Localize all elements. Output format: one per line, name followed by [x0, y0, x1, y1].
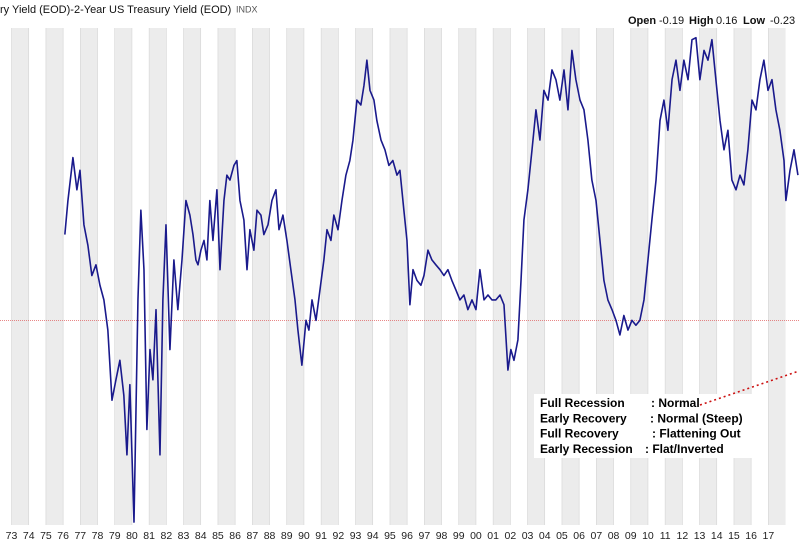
- year-band: [286, 28, 304, 525]
- year-band: [149, 28, 167, 525]
- x-tick-label: 75: [40, 530, 52, 542]
- annotation-phase: Early Recession: [540, 442, 633, 456]
- x-tick-label: 79: [109, 530, 121, 542]
- exchange: INDX: [236, 4, 258, 14]
- header-bar: [0, 0, 800, 22]
- year-band: [11, 28, 29, 525]
- x-tick-label: 94: [367, 530, 379, 542]
- x-tick-label: 87: [246, 530, 258, 542]
- year-band: [183, 28, 201, 525]
- x-tick-label: 01: [487, 530, 499, 542]
- x-tick-label: 98: [436, 530, 448, 542]
- x-tick-label: 14: [711, 530, 723, 542]
- x-tick-label: 15: [728, 530, 740, 542]
- x-tick-label: 05: [556, 530, 568, 542]
- x-tick-label: 81: [143, 530, 155, 542]
- x-tick-label: 83: [178, 530, 190, 542]
- x-tick-label: 00: [470, 530, 482, 542]
- year-band: [114, 28, 132, 525]
- x-tick-label: 77: [74, 530, 86, 542]
- x-tick-label: 89: [281, 530, 293, 542]
- x-tick-label: 92: [332, 530, 344, 542]
- low-label: Low: [743, 15, 765, 27]
- x-tick-label: 91: [315, 530, 327, 542]
- x-tick-label: 95: [384, 530, 396, 542]
- annotation-curve: : Flattening Out: [652, 427, 741, 441]
- annotation-curve: : Normal: [651, 396, 700, 410]
- year-band: [321, 28, 339, 525]
- annotation-phase: Early Recovery: [540, 411, 627, 425]
- annotation-phase: Full Recovery: [540, 427, 619, 441]
- x-tick-label: 80: [126, 530, 138, 542]
- open-value: -0.19: [659, 15, 684, 27]
- annotation-background: [534, 394, 764, 458]
- x-tick-label: 74: [23, 530, 35, 542]
- high-label: High: [689, 15, 714, 27]
- low-value: -0.23: [770, 15, 795, 27]
- x-tick-label: 11: [660, 530, 671, 542]
- x-tick-label: 06: [573, 530, 585, 542]
- year-band: [389, 28, 408, 525]
- chart-title: ry Yield (EOD)-2-Year US Treasury Yield …: [0, 4, 231, 16]
- year-band: [80, 28, 98, 525]
- x-tick-label: 97: [418, 530, 430, 542]
- x-tick-label: 96: [401, 530, 413, 542]
- x-tick-label: 76: [57, 530, 69, 542]
- x-tick-label: 04: [539, 530, 551, 542]
- x-tick-label: 16: [745, 530, 757, 542]
- x-tick-label: 88: [264, 530, 276, 542]
- x-tick-label: 10: [642, 530, 654, 542]
- series-line: [64, 36, 799, 523]
- x-tick-label: 08: [608, 530, 620, 542]
- year-band: [768, 28, 786, 525]
- x-tick-label: 84: [195, 530, 207, 542]
- annotation-curve: : Flat/Inverted: [645, 442, 724, 456]
- x-tick-label: 13: [694, 530, 706, 542]
- x-tick-label: 09: [625, 530, 637, 542]
- high-value: 0.16: [716, 15, 737, 27]
- x-tick-label: 82: [160, 530, 172, 542]
- plot: [64, 36, 799, 523]
- x-tick-label: 86: [229, 530, 241, 542]
- year-band: [355, 28, 373, 525]
- year-band: [493, 28, 511, 525]
- open-label: Open: [628, 15, 656, 27]
- year-band: [252, 28, 270, 525]
- x-tick-label: 90: [298, 530, 310, 542]
- x-tick-label: 78: [92, 530, 104, 542]
- x-tick-label: 85: [212, 530, 224, 542]
- year-band: [217, 28, 236, 525]
- x-tick-label: 12: [677, 530, 689, 542]
- annotation-phase: Full Recession: [540, 396, 625, 410]
- year-band: [458, 28, 476, 525]
- x-tick-label: 17: [763, 530, 775, 542]
- x-tick-label: 93: [350, 530, 362, 542]
- header: ry Yield (EOD)-2-Year US Treasury Yield …: [0, 4, 795, 27]
- x-tick-label: 02: [504, 530, 516, 542]
- x-tick-label: 73: [6, 530, 18, 542]
- x-tick-label: 99: [453, 530, 465, 542]
- annotation-box: Full Recession : Normal Early Recovery : No…: [534, 394, 764, 458]
- annotation-curve: : Normal (Steep): [650, 411, 743, 425]
- x-tick-label: 07: [591, 530, 603, 542]
- x-tick-label: 03: [522, 530, 534, 542]
- year-band: [45, 28, 64, 525]
- year-band: [424, 28, 442, 525]
